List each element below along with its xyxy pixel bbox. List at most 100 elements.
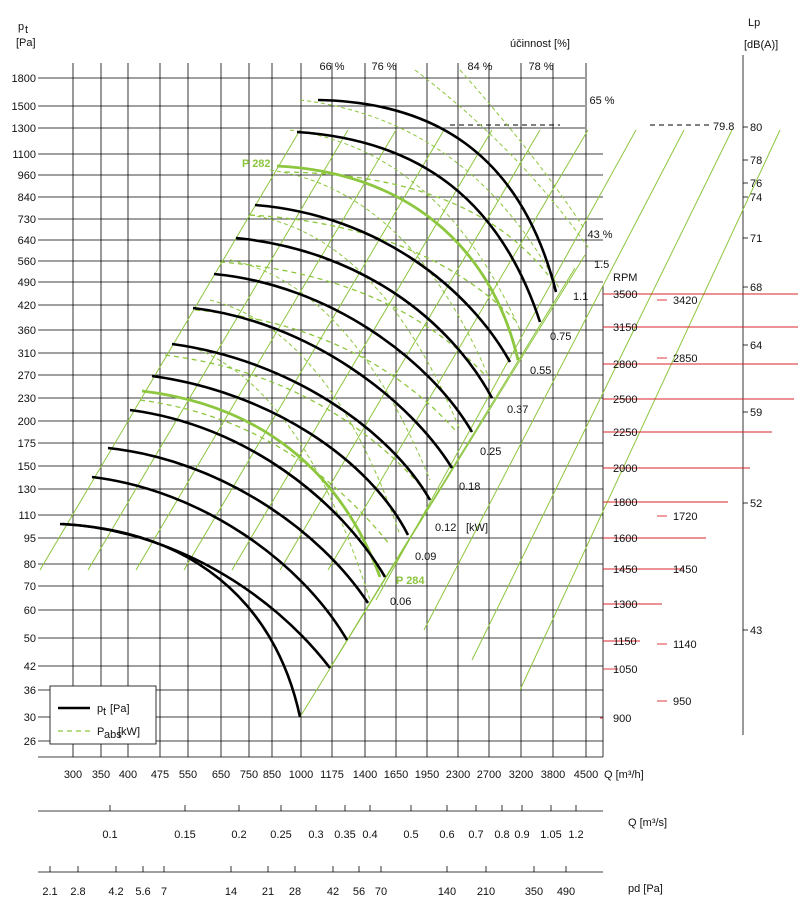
rpm-label: RPM	[613, 272, 637, 284]
pressure-curve	[254, 203, 512, 363]
q-m3s-tick-label: 0.1	[102, 829, 117, 841]
y-tick-label: 95	[24, 533, 36, 545]
q-m3s-tick-label: 0.25	[270, 829, 291, 841]
pressure-curve	[317, 98, 558, 293]
power-label: 0.06	[390, 596, 411, 608]
efficiency-curve	[459, 69, 586, 231]
y-tick-label: 1300	[12, 123, 36, 135]
y-tick-label: 360	[18, 325, 36, 337]
power-label: 0.09	[415, 551, 436, 563]
x-tick-label: 1400	[353, 769, 377, 781]
x-tick-label: 1000	[289, 769, 313, 781]
system-line	[279, 129, 541, 571]
x-axis-label: Q [m³/h]	[604, 769, 644, 781]
q-m3s-tick-label: 0.35	[334, 829, 355, 841]
system-line	[87, 129, 349, 571]
y-tick-label: 840	[18, 192, 36, 204]
pressure-curve	[91, 475, 349, 641]
x-tick-label: 400	[119, 769, 137, 781]
legend: p t [Pa] P abs [kW]	[49, 685, 157, 745]
lp-tick-label: 74	[750, 192, 762, 204]
pressure-curve	[192, 306, 454, 469]
y-tick-label: 42	[24, 661, 36, 673]
power-unit-label: [kW]	[466, 522, 488, 534]
pd-tick-label: 2.1	[42, 886, 57, 898]
pd-label: pd [Pa]	[628, 883, 663, 895]
y-tick-label: 310	[18, 348, 36, 360]
y-tick-label: 420	[18, 300, 36, 312]
rpm-alt-label: 1450	[673, 564, 697, 576]
rpm-alt-label: 950	[673, 696, 691, 708]
power-curve	[284, 171, 549, 276]
x-tick-label: 3200	[509, 769, 533, 781]
power-label: 0.12	[435, 522, 456, 534]
highlighted-pressure-curve	[276, 164, 520, 361]
lp-tick-label: 59	[750, 407, 762, 419]
legend-power-sub: abs	[104, 729, 122, 741]
y-tick-label: 36	[24, 685, 36, 697]
lp-tick-label: 76	[750, 178, 762, 190]
y-axis-label: p	[18, 21, 24, 33]
power-curve	[164, 354, 421, 486]
pd-tick-label: 2.8	[70, 886, 85, 898]
system-line	[183, 129, 445, 571]
q-m3s-tick-label: 0.9	[514, 829, 529, 841]
x-tick-label: 550	[179, 769, 197, 781]
power-curve	[194, 309, 456, 431]
pressure-curve	[62, 522, 332, 669]
system-line	[423, 129, 685, 631]
q-m3s-tick-label: 0.2	[231, 829, 246, 841]
y-tick-label: 270	[18, 370, 36, 382]
lp-tick-label: 68	[750, 282, 762, 294]
rpm-leader-lines	[600, 293, 798, 719]
lp-tick-label: 64	[750, 340, 762, 352]
efficiency-curve	[299, 99, 561, 291]
rpm-label: 3500	[613, 289, 637, 301]
efficiency-label: 66 %	[319, 61, 344, 73]
y-tick-label: 50	[24, 633, 36, 645]
chart-grid	[38, 55, 748, 873]
lp-tick-label: 52	[750, 498, 762, 510]
q-m3s-tick-label: 0.3	[308, 829, 323, 841]
pressure-curve	[129, 408, 387, 578]
x-tick-label: 650	[212, 769, 230, 781]
rpm-label: 3150	[613, 322, 637, 334]
pressure-curve	[296, 130, 542, 323]
efficiency-curve	[289, 129, 521, 331]
x-tick-label: 1650	[384, 769, 408, 781]
x-tick-label: 1175	[320, 769, 344, 781]
curve-label-p282: P 282	[242, 158, 271, 170]
q-m3s-tick-label: 0.15	[174, 829, 195, 841]
x-tick-label: 850	[263, 769, 281, 781]
pd-tick-label: 7	[161, 886, 167, 898]
y-tick-label: 1100	[12, 149, 36, 161]
pressure-curve	[235, 236, 494, 399]
pd-tick-label: 140	[438, 886, 456, 898]
efficiency-curve	[249, 214, 461, 431]
y-tick-label: 26	[24, 736, 36, 748]
rpm-alt-label: 1720	[673, 511, 697, 523]
rpm-label: 900	[613, 713, 631, 725]
system-line	[135, 129, 397, 571]
q-m3s-tick-label: 0.5	[403, 829, 418, 841]
efficiency-label: 43 %	[587, 229, 612, 241]
rpm-label: 1450	[613, 564, 637, 576]
pressure-curve	[59, 522, 302, 718]
system-line	[39, 129, 301, 571]
pd-tick-label: 70	[375, 886, 387, 898]
x-tick-label: 300	[64, 769, 82, 781]
rpm-label: 2000	[613, 463, 637, 475]
power-label: 0.25	[480, 446, 501, 458]
x-tick-label: 2300	[446, 769, 470, 781]
power-label: 0.55	[530, 365, 551, 377]
power-label: 0.18	[459, 481, 480, 493]
efficiency-curve	[184, 344, 371, 601]
pd-tick-label: 490	[557, 886, 575, 898]
pd-tick-label: 56	[353, 886, 365, 898]
x-tick-label: 2700	[477, 769, 501, 781]
rpm-alt-label: 2850	[673, 353, 697, 365]
rpm-label: 1050	[613, 664, 637, 676]
legend-power-unit: [kW]	[118, 726, 140, 738]
pressure-curve	[107, 446, 370, 604]
